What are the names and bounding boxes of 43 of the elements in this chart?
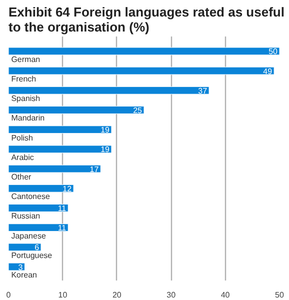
- data-label: 49: [263, 66, 273, 76]
- x-tick-label: 20: [112, 290, 122, 300]
- bar: [8, 47, 280, 56]
- y-tick-label: German: [11, 54, 40, 64]
- data-label: 6: [34, 243, 40, 252]
- data-label: 11: [58, 204, 67, 213]
- data-label: 11: [58, 224, 67, 233]
- x-tick-label: 40: [220, 290, 230, 300]
- bar: [8, 262, 26, 271]
- y-tick-label: Japanese: [11, 231, 46, 240]
- y-tick-label: Portuguese: [11, 250, 53, 260]
- data-label: 19: [100, 126, 110, 135]
- data-label: 3: [18, 262, 24, 272]
- x-tick-label: 50: [275, 290, 284, 300]
- y-tick-label: Other: [11, 172, 32, 182]
- bar: [8, 164, 101, 173]
- chart-title: Exhibit 64 Foreign languages rated as useful to the organisation (%): [8, 4, 284, 34]
- x-tick-label: 10: [58, 290, 68, 300]
- y-tick-label: Arabic: [11, 152, 34, 162]
- y-tick-label: Mandarin: [11, 114, 45, 123]
- y-tick-label: Cantonese: [11, 192, 50, 202]
- bar: [8, 204, 68, 212]
- bar: [8, 224, 68, 232]
- data-label: 12: [62, 184, 72, 194]
- bar: [8, 184, 74, 192]
- y-tick-label: Spanish: [11, 94, 40, 104]
- y-tick-label: French: [11, 74, 36, 84]
- y-tick-label: Russian: [11, 212, 40, 221]
- x-tick-label: 30: [166, 290, 176, 300]
- data-label: 25: [133, 106, 143, 115]
- data-label: 37: [198, 86, 208, 96]
- bar: [8, 66, 274, 75]
- bar: [8, 106, 144, 114]
- bar: [8, 243, 42, 252]
- data-label: 19: [100, 145, 110, 154]
- y-tick-label: Korean: [11, 270, 38, 280]
- bar: [8, 86, 210, 94]
- bar: [8, 126, 112, 134]
- y-tick-label: Polish: [11, 133, 34, 142]
- bar: [8, 145, 112, 154]
- data-label: 17: [90, 164, 100, 174]
- x-tick-label: 0: [6, 290, 12, 300]
- data-label: 50: [268, 47, 278, 56]
